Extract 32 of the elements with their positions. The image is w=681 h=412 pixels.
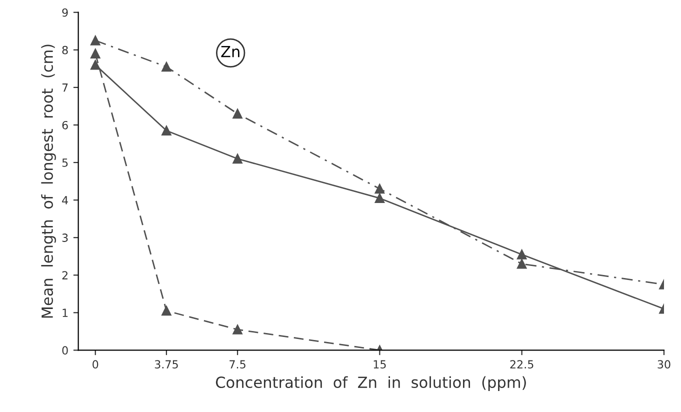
x-tick-label: 22.5 xyxy=(510,360,534,369)
point xyxy=(516,250,527,260)
x-tick-label: 30 xyxy=(658,360,670,369)
x-tick-label: 3.75 xyxy=(154,360,178,369)
point xyxy=(232,154,242,164)
point xyxy=(90,60,100,70)
x-tick-label: 15 xyxy=(374,360,386,369)
point xyxy=(162,126,172,136)
y-tick-label: 4 xyxy=(62,196,68,204)
point xyxy=(374,184,385,194)
y-tick-label: 0 xyxy=(62,346,68,355)
point xyxy=(232,108,242,119)
y-tick-label: 2 xyxy=(62,271,68,280)
x-tick-label: 7.5 xyxy=(230,360,246,369)
point xyxy=(162,62,172,72)
x-tick-label: 0 xyxy=(92,360,98,369)
y-tick-label: 1 xyxy=(62,308,68,317)
point xyxy=(90,36,100,46)
point xyxy=(374,193,385,204)
point xyxy=(162,306,172,316)
point xyxy=(232,324,242,334)
point xyxy=(90,48,100,59)
y-tick-label: 8 xyxy=(62,46,68,54)
y-axis-title: Mean length of longest root (cm) xyxy=(41,44,56,318)
y-tick-label: 7 xyxy=(62,84,68,92)
y-tick-label: 3 xyxy=(62,234,68,242)
x-axis-title: Concentration of Zn in solution (ppm) xyxy=(216,376,526,392)
point xyxy=(516,259,527,269)
y-tick-label: 5 xyxy=(62,158,68,167)
annotation: Zn xyxy=(221,46,240,58)
y-tick-label: 9 xyxy=(62,8,68,17)
y-tick-label: 6 xyxy=(62,120,68,130)
